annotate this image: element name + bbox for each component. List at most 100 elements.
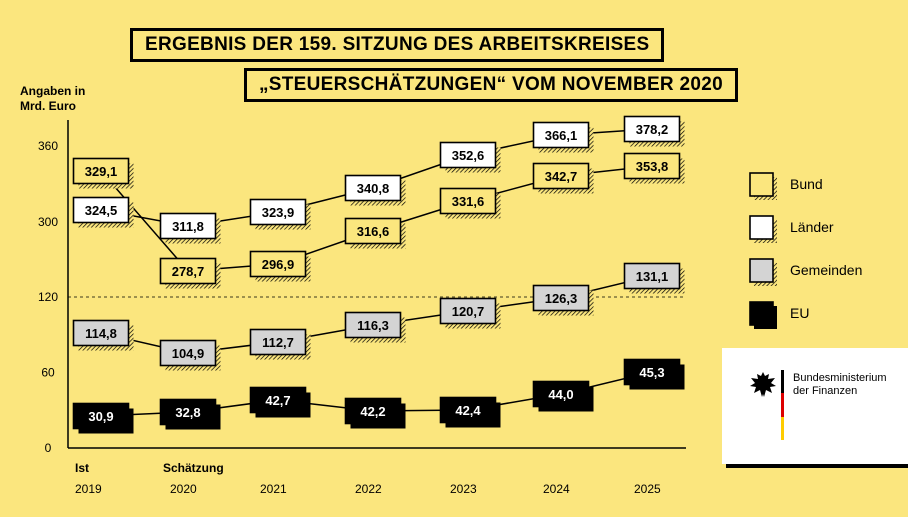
data-box bbox=[623, 358, 681, 386]
data-box bbox=[159, 398, 217, 426]
data-box bbox=[623, 152, 681, 180]
data-label: 331,6 bbox=[452, 194, 485, 209]
legend-item: Länder bbox=[749, 215, 834, 243]
data-point-bund: 331,6 bbox=[439, 187, 501, 219]
legend-label: EU bbox=[790, 305, 809, 321]
data-point-laender: 311,8 bbox=[159, 212, 221, 244]
legend-label: Bund bbox=[790, 176, 823, 192]
logo-line-1: Bundesministerium bbox=[793, 372, 887, 384]
data-label: 42,4 bbox=[455, 403, 481, 418]
y-tick-label: 0 bbox=[45, 441, 52, 455]
x-tick-label: 2020 bbox=[170, 482, 197, 496]
data-box bbox=[344, 217, 402, 245]
legend-item: Gemeinden bbox=[749, 258, 862, 286]
x-tick-label: 2023 bbox=[450, 482, 477, 496]
data-point-gemeinden: 126,3 bbox=[532, 284, 594, 316]
data-point-gemeinden: 104,9 bbox=[159, 339, 221, 371]
legend-swatch bbox=[749, 301, 774, 326]
legend-item: Bund bbox=[749, 172, 823, 200]
data-point-eu: 44,0 bbox=[532, 380, 594, 412]
data-point-laender: 352,6 bbox=[439, 141, 501, 173]
y-tick-label: 120 bbox=[38, 290, 58, 304]
data-point-eu: 30,9 bbox=[72, 402, 134, 434]
data-label: 352,6 bbox=[452, 148, 485, 163]
legend-swatch bbox=[749, 258, 774, 283]
data-label: 324,5 bbox=[85, 203, 118, 218]
data-label: 323,9 bbox=[262, 205, 295, 220]
data-box bbox=[249, 198, 307, 226]
data-box bbox=[439, 297, 497, 325]
data-label: 126,3 bbox=[545, 291, 578, 306]
x-tick-label: 2021 bbox=[260, 482, 287, 496]
data-point-laender: 324,5 bbox=[72, 196, 134, 228]
data-point-bund: 296,9 bbox=[249, 250, 311, 282]
x-tick-label: 2022 bbox=[355, 482, 382, 496]
ministry-logo-card bbox=[722, 348, 908, 464]
data-label: 32,8 bbox=[175, 405, 200, 420]
data-box bbox=[249, 250, 307, 278]
data-point-eu: 32,8 bbox=[159, 398, 221, 430]
data-point-gemeinden: 114,8 bbox=[72, 319, 134, 351]
flag-stripe bbox=[781, 370, 784, 440]
data-box bbox=[623, 262, 681, 290]
data-point-bund: 329,1 bbox=[72, 157, 134, 189]
legend-label: Länder bbox=[790, 219, 834, 235]
data-point-bund: 316,6 bbox=[344, 217, 406, 249]
title-line-1: ERGEBNIS DER 159. SITZUNG DES ARBEITSKRE… bbox=[130, 28, 665, 62]
x-tick-label: 2019 bbox=[75, 482, 102, 496]
data-label: 378,2 bbox=[636, 122, 669, 137]
data-point-laender: 366,1 bbox=[532, 121, 594, 153]
data-label: 120,7 bbox=[452, 304, 485, 319]
data-label: 311,8 bbox=[172, 219, 204, 234]
data-point-eu: 42,2 bbox=[344, 397, 406, 429]
data-point-eu: 42,4 bbox=[439, 396, 501, 428]
data-box bbox=[72, 196, 130, 224]
data-box bbox=[72, 319, 130, 347]
data-box bbox=[159, 257, 217, 285]
data-box bbox=[72, 157, 130, 185]
data-box bbox=[249, 328, 307, 356]
y-axis-label-line-1: Angaben in bbox=[20, 84, 85, 98]
data-label: 42,2 bbox=[360, 404, 385, 419]
data-box bbox=[72, 402, 130, 430]
data-box bbox=[439, 141, 497, 169]
data-label: 45,3 bbox=[639, 365, 664, 380]
data-point-bund: 342,7 bbox=[532, 162, 594, 194]
y-tick-label: 60 bbox=[41, 366, 55, 380]
legend-label: Gemeinden bbox=[790, 262, 862, 278]
data-point-eu: 42,7 bbox=[249, 386, 311, 418]
y-tick-label: 360 bbox=[38, 139, 58, 153]
data-point-gemeinden: 120,7 bbox=[439, 297, 501, 329]
data-label: 42,7 bbox=[265, 393, 290, 408]
data-point-gemeinden: 116,3 bbox=[344, 311, 406, 343]
data-point-laender: 340,8 bbox=[344, 174, 406, 206]
legend-swatch bbox=[749, 172, 774, 197]
data-label: 44,0 bbox=[548, 387, 573, 402]
data-label: 316,6 bbox=[357, 224, 390, 239]
data-label: 112,7 bbox=[262, 335, 294, 350]
eagle-icon bbox=[750, 372, 776, 397]
data-label: 342,7 bbox=[545, 169, 578, 184]
data-box bbox=[159, 339, 217, 367]
data-label: 366,1 bbox=[545, 128, 578, 143]
data-label: 296,9 bbox=[262, 257, 295, 272]
y-tick-label: 300 bbox=[38, 215, 58, 229]
data-point-laender: 378,2 bbox=[623, 115, 685, 147]
data-box bbox=[344, 397, 402, 425]
x-tick-label: 2025 bbox=[634, 482, 661, 496]
data-label: 131,1 bbox=[636, 269, 669, 284]
data-label: 278,7 bbox=[172, 264, 205, 279]
data-point-bund: 278,7 bbox=[159, 257, 221, 289]
data-box bbox=[532, 284, 590, 312]
data-box bbox=[439, 187, 497, 215]
data-point-gemeinden: 131,1 bbox=[623, 262, 685, 294]
data-point-laender: 323,9 bbox=[249, 198, 311, 230]
data-point-bund: 353,8 bbox=[623, 152, 685, 184]
title-line-2: „STEUERSCHÄTZUNGEN“ VOM NOVEMBER 2020 bbox=[244, 68, 739, 102]
logo-text: Bundesministerium der Finanzen bbox=[793, 372, 887, 398]
data-point-eu: 45,3 bbox=[623, 358, 685, 390]
data-label: 30,9 bbox=[88, 409, 113, 424]
data-box bbox=[623, 115, 681, 143]
data-box bbox=[249, 386, 307, 414]
